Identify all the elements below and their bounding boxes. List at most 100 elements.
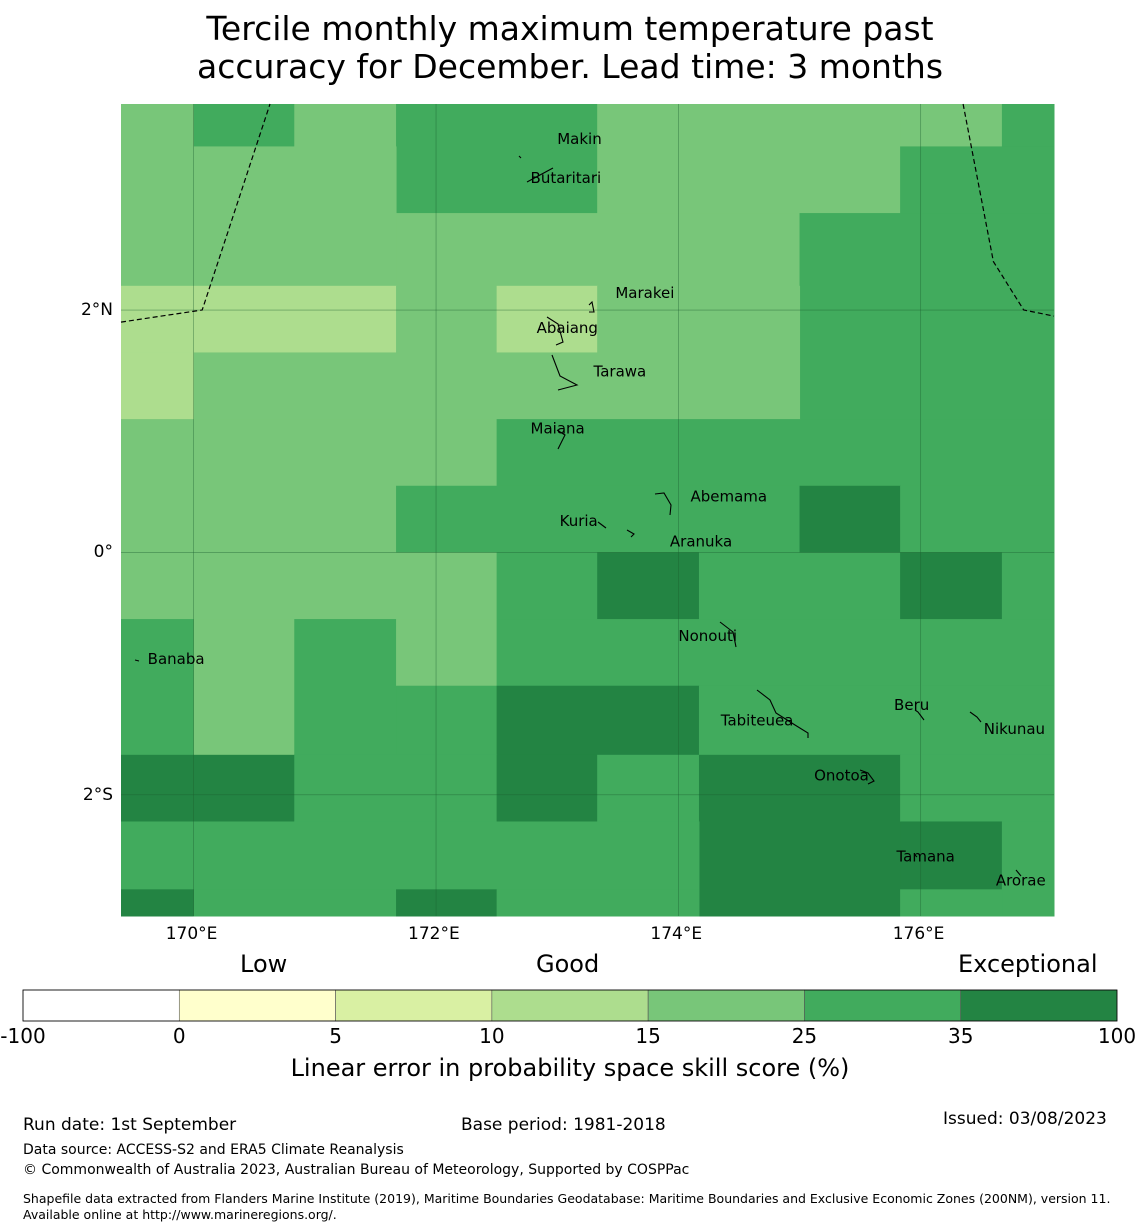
base-period: Base period: 1981-2018 (461, 1115, 666, 1135)
grid-cell (121, 104, 195, 147)
island-outline (626, 529, 635, 538)
map-title: Tercile monthly maximum temperature past… (0, 10, 1140, 86)
island-outline (859, 769, 875, 785)
grid-cell (396, 285, 498, 353)
colorbar-label-good: Good (536, 950, 600, 978)
place-label: Banaba (148, 650, 205, 668)
island-outline (719, 621, 737, 648)
grid-cell (900, 485, 1055, 553)
grid-cell (121, 619, 195, 756)
grid-cell (597, 104, 901, 214)
colorbar-tick-label: 35 (947, 1024, 974, 1048)
island-outline (654, 492, 672, 516)
grid-cell (799, 485, 901, 553)
grid-cell (396, 889, 498, 917)
grid-cell (121, 485, 397, 553)
eez-boundaries (120, 103, 1055, 323)
colorbar-segment (22, 989, 180, 1022)
colorbar-label-exceptional: Exceptional (958, 950, 1098, 978)
grid-cell (121, 552, 498, 620)
place-label: Marakei (615, 284, 674, 302)
copyright: © Commonwealth of Australia 2023, Austra… (23, 1162, 690, 1178)
grid-cell (496, 285, 598, 353)
grid-cell (1001, 821, 1055, 917)
colorbar-tick-label: 0 (172, 1024, 186, 1048)
grid-cell (121, 285, 397, 353)
place-label: Abaiang (537, 319, 598, 337)
shapefile-credit: Shapefile data extracted from Flanders M… (23, 1191, 1111, 1222)
island-outline (914, 854, 918, 858)
data-source: Data source: ACCESS-S2 and ERA5 Climate … (23, 1142, 404, 1158)
island-outline (969, 711, 982, 723)
colorbar-tick-label: 25 (791, 1024, 818, 1048)
island-outline (518, 155, 522, 159)
grid-cell (121, 419, 498, 487)
place-label: Nikunau (984, 720, 1045, 738)
y-tick-label: 2°S (82, 784, 113, 805)
island-outlines (134, 155, 1022, 877)
colorbar-title: Linear error in probability space skill … (290, 1054, 850, 1082)
colorbar-label-low: Low (240, 950, 288, 978)
x-tick-label: 174°E (650, 924, 703, 944)
place-label: Kuria (560, 512, 598, 530)
grid-cell (1001, 104, 1055, 147)
x-tick-label: 172°E (408, 924, 460, 944)
colorbar-segment (491, 989, 649, 1022)
place-label: Abemama (690, 488, 767, 506)
place-label: Makin (557, 130, 602, 148)
y-tick-label: 0° (93, 542, 113, 563)
grid-cell (294, 104, 397, 147)
title-line-1: Tercile monthly maximum temperature past (206, 9, 934, 48)
grid-cell (597, 754, 700, 822)
graticule (121, 104, 1054, 916)
grid-cell (698, 754, 901, 917)
grid-cell (193, 352, 598, 420)
island-outline (756, 689, 809, 738)
grid-cell (1001, 552, 1055, 620)
grid-cell (396, 104, 598, 214)
x-tick-label: 170°E (165, 924, 218, 944)
grid-cell (496, 889, 700, 917)
island-outline (588, 300, 595, 313)
skill-grid (121, 104, 1055, 917)
grid-cell (900, 821, 1003, 890)
grid-cell (396, 485, 801, 553)
grid-cell (597, 552, 700, 620)
grid-cell (496, 619, 1055, 687)
grid-cell (121, 754, 295, 822)
place-label: Onotoa (814, 766, 869, 784)
grid-cell (900, 889, 1003, 917)
colorbar-segment (647, 989, 805, 1022)
grid-cell (496, 552, 598, 620)
grid-cell (900, 104, 1003, 147)
grid-cell (799, 213, 1055, 420)
grid-cell (698, 552, 901, 620)
grid-cell (900, 146, 1055, 214)
island-outline (914, 709, 925, 721)
place-label: Maiana (531, 420, 585, 438)
colorbar-segment (335, 989, 493, 1022)
place-label: Tamana (895, 847, 954, 865)
y-tick-label: 2°N (80, 300, 113, 321)
colorbar-segment (178, 989, 336, 1022)
colorbar-tick-label: 15 (635, 1024, 661, 1048)
run-date: Run date: 1st September (23, 1115, 237, 1135)
grid-cell (496, 754, 598, 822)
island-outline (597, 521, 607, 529)
colorbar (22, 989, 1118, 1022)
grid-cell (900, 754, 1055, 822)
grid-cell (396, 619, 498, 687)
grid-cell (294, 619, 397, 756)
eez-boundary-line (962, 103, 1055, 317)
grid-cell (294, 754, 498, 822)
colorbar-segment (960, 989, 1118, 1022)
grid-cell (121, 352, 195, 420)
issued-date: Issued: 03/08/2023 (943, 1109, 1107, 1129)
x-tick-label: 176°E (892, 924, 945, 944)
colorbar-segment (804, 989, 962, 1022)
colorbar-tick-label: 10 (479, 1024, 505, 1048)
eez-boundary-line (120, 103, 271, 323)
island-outline (551, 354, 579, 391)
grid-cell (597, 285, 801, 420)
island-outline (556, 429, 566, 450)
